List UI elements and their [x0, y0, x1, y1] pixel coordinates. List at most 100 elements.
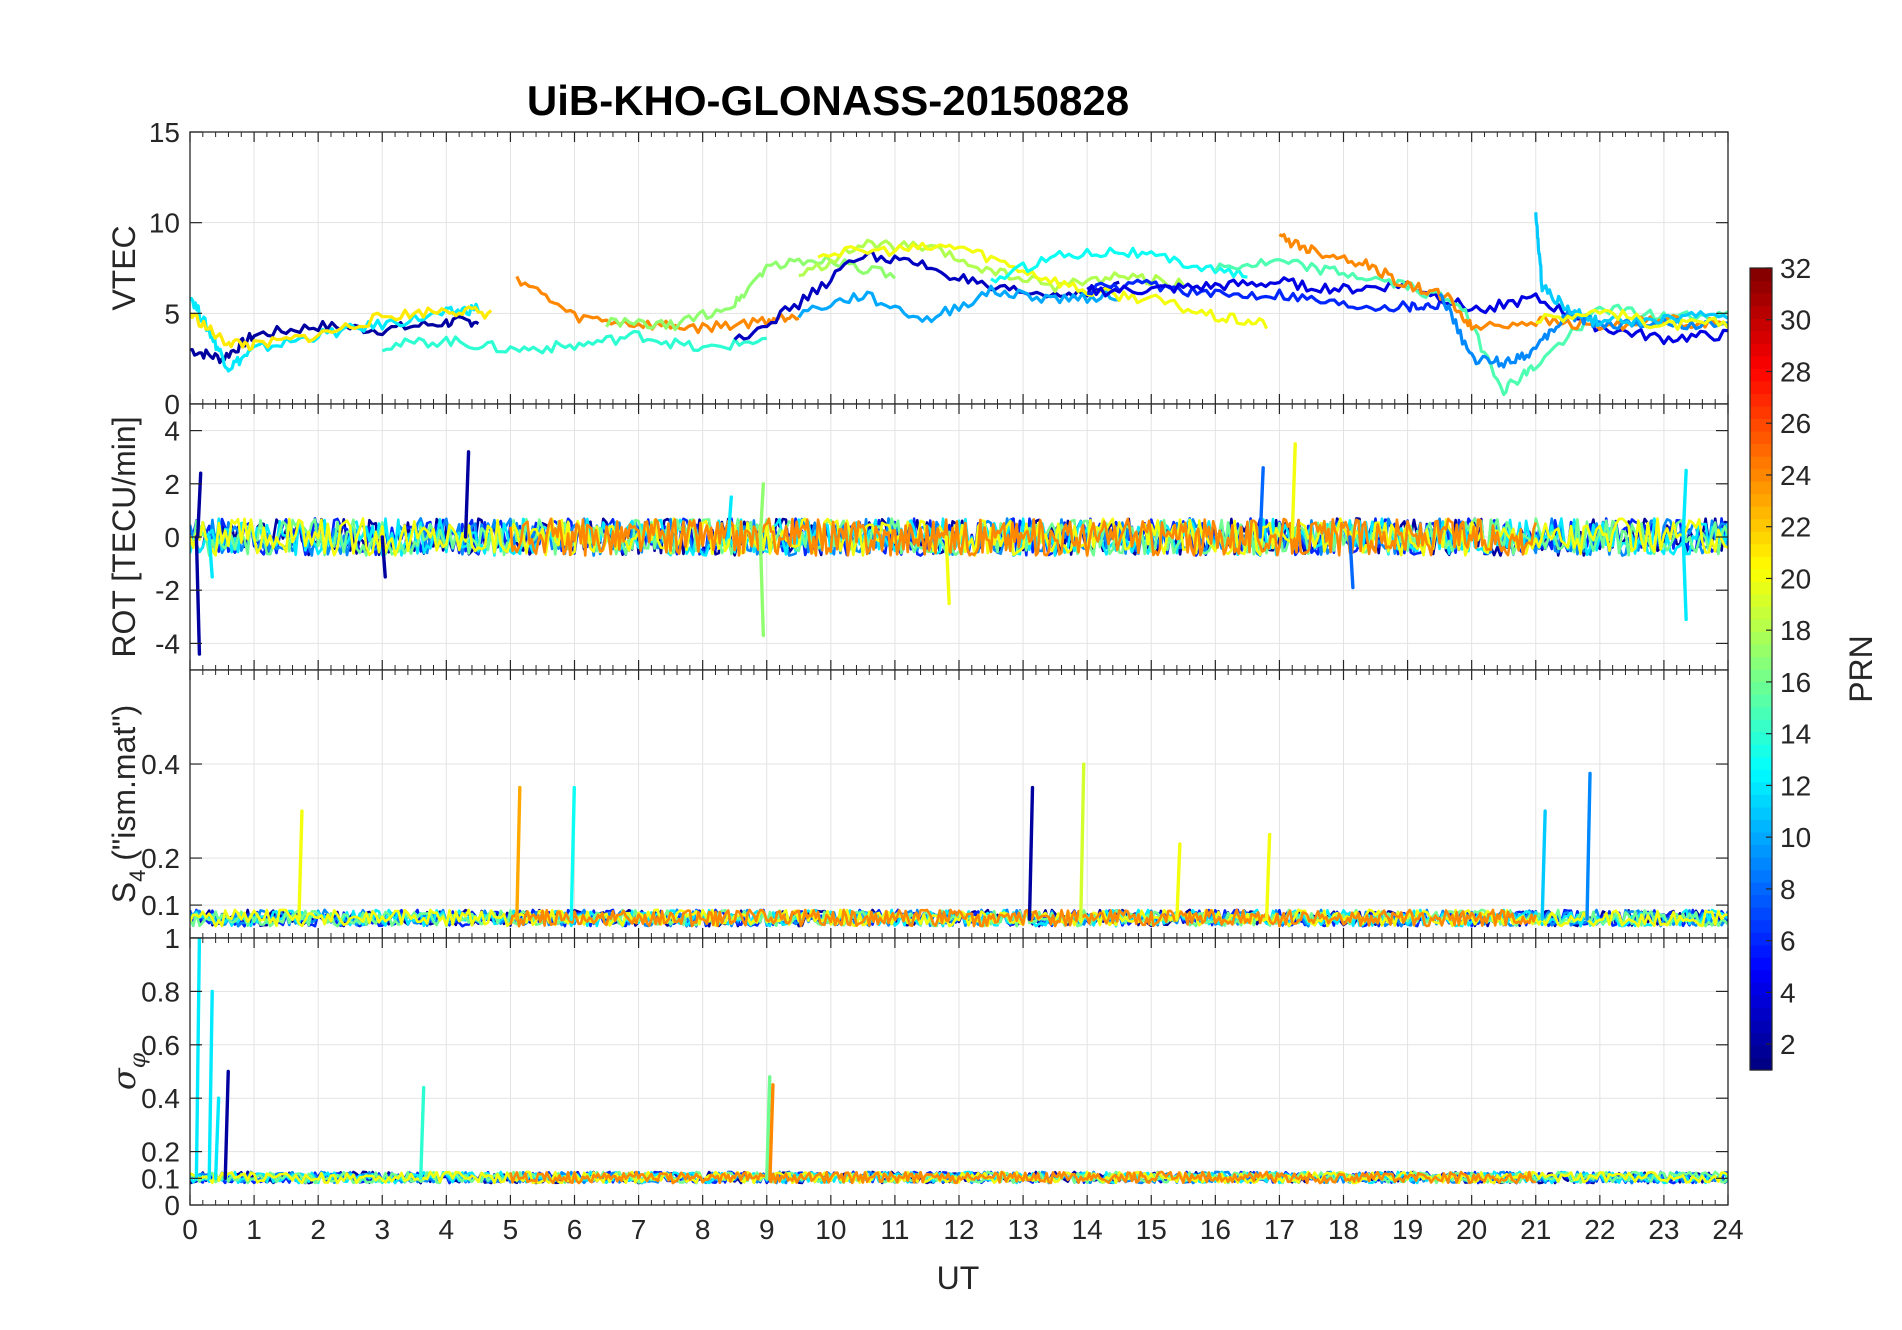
- rot-ytick-label: 0: [164, 522, 180, 553]
- colorbar-tick-label: 28: [1780, 356, 1811, 387]
- vtec-line-prn-13: [990, 246, 1248, 284]
- colorbar-cell: [1750, 969, 1772, 983]
- s4-spike-prn-2: [1027, 785, 1035, 921]
- colorbar-tick-label: 32: [1780, 253, 1811, 284]
- x-tick-label: 18: [1328, 1214, 1359, 1245]
- colorbar-cell: [1750, 643, 1772, 658]
- x-tick-label: 14: [1072, 1214, 1103, 1245]
- vtec-line-prn-9: [1438, 292, 1728, 369]
- colorbar-tick-label: 22: [1780, 512, 1811, 543]
- colorbar-cell: [1750, 455, 1772, 470]
- x-tick-label: 23: [1648, 1214, 1679, 1245]
- colorbar-cell: [1750, 831, 1772, 846]
- x-tick-label: 15: [1136, 1214, 1167, 1245]
- sigma-ytick-label: 0.6: [141, 1030, 180, 1061]
- rot-spike-prn-2: [380, 535, 387, 579]
- colorbar-cell: [1750, 1019, 1772, 1034]
- sigma-spike-prn-2: [223, 1069, 230, 1181]
- s4-ytick-label: 0.2: [141, 843, 180, 874]
- colorbar-cell: [1750, 318, 1772, 332]
- colorbar-cell: [1750, 268, 1772, 282]
- x-axis-label: UT: [937, 1260, 980, 1296]
- s4-trace-prn-24: [509, 908, 1538, 928]
- colorbar-tick-label: 10: [1780, 822, 1811, 853]
- colorbar-cell: [1750, 869, 1772, 883]
- x-tick-label: 4: [439, 1214, 455, 1245]
- rot-spike-prn-8: [1258, 466, 1265, 539]
- sigma-y-axis-label: σφ: [105, 1052, 151, 1090]
- colorbar-cell: [1750, 1007, 1772, 1021]
- vtec-line-prn-21: [190, 305, 493, 352]
- colorbar-cell: [1750, 694, 1772, 708]
- x-tick-label: 10: [815, 1214, 846, 1245]
- colorbar-tick-label: 8: [1780, 874, 1796, 905]
- colorbar-cell: [1750, 531, 1772, 545]
- vtec-line-prn-14: [381, 329, 767, 355]
- vtec-ytick-label: 10: [149, 208, 180, 239]
- vtec-y-axis-label: VTEC: [106, 225, 142, 310]
- colorbar-cell: [1750, 756, 1772, 770]
- x-tick-label: 7: [631, 1214, 647, 1245]
- chart-title: UiB-KHO-GLONASS-20150828: [527, 77, 1129, 124]
- colorbar-cell: [1750, 656, 1772, 670]
- sigma-spike-prn-24: [768, 1083, 775, 1181]
- vtec-line-prn-17: [605, 254, 897, 332]
- colorbar-cell: [1750, 669, 1772, 683]
- colorbar-cell: [1750, 744, 1772, 758]
- sigma-ytick-label: 0.1: [141, 1163, 180, 1194]
- vtec-line-prn-15: [1213, 258, 1728, 397]
- colorbar-cell: [1750, 994, 1772, 1008]
- sigma-spike-prn-12: [194, 938, 202, 1181]
- rot-ytick-label: -4: [155, 628, 180, 659]
- sigma-ytick-label: 0: [164, 1190, 180, 1221]
- rot-spike-prn-17: [758, 482, 766, 539]
- x-tick-label: 22: [1584, 1214, 1615, 1245]
- colorbar-cell: [1750, 443, 1772, 457]
- colorbar-cell: [1750, 556, 1772, 570]
- colorbar-cell: [1750, 380, 1772, 394]
- x-tick-label: 8: [695, 1214, 711, 1245]
- colorbar-cell: [1750, 856, 1772, 871]
- s4-trace-prn-20: [190, 908, 1728, 928]
- colorbar-tick-label: 4: [1780, 977, 1796, 1008]
- s4-spike-prn-19: [1079, 762, 1086, 921]
- rot-spike-prn-17: [758, 535, 766, 638]
- x-tick-label: 1: [246, 1214, 262, 1245]
- rot-spike-prn-12: [1681, 468, 1688, 539]
- vtec-line-prn-18: [798, 238, 1185, 294]
- x-tick-label: 11: [880, 1214, 909, 1245]
- rot-spike-prn-12: [726, 495, 733, 539]
- colorbar-cell: [1750, 293, 1772, 307]
- colorbar-tick-label: 16: [1780, 667, 1811, 698]
- x-tick-label: 13: [1008, 1214, 1039, 1245]
- colorbar-cell: [1750, 719, 1772, 733]
- panel-vtec: 0 5 10 15 VTEC: [106, 117, 1729, 420]
- x-tick-label: 21: [1520, 1214, 1551, 1245]
- rot-ytick-label: 4: [164, 416, 180, 447]
- colorbar-cell: [1750, 581, 1772, 595]
- colorbar-cell: [1750, 405, 1772, 419]
- vtec-series-group: [190, 212, 1728, 397]
- colorbar-cell: [1750, 418, 1772, 432]
- colorbar-cell: [1750, 393, 1772, 407]
- rot-spike-prn-20: [944, 535, 951, 606]
- colorbar-tick-label: 18: [1780, 615, 1811, 646]
- x-tick-label: 5: [503, 1214, 519, 1245]
- colorbar-cell: [1750, 506, 1772, 520]
- sigma-spike-prn-12: [207, 989, 214, 1181]
- x-tick-label: 0: [182, 1214, 198, 1245]
- vtec-ytick-label: 15: [149, 117, 180, 148]
- colorbar-cell: [1750, 1057, 1772, 1071]
- colorbar-cell: [1750, 769, 1772, 783]
- rot-y-axis-label: ROT [TECU/min]: [106, 416, 142, 657]
- colorbar-cell: [1750, 706, 1772, 720]
- colorbar-cell: [1750, 543, 1772, 557]
- colorbar-cell: [1750, 618, 1772, 633]
- colorbar-cell: [1750, 781, 1772, 795]
- vtec-line-prn-10: [797, 284, 1120, 324]
- sigma-series-group: [190, 938, 1728, 1185]
- sigma-ytick-label: 0.8: [141, 976, 180, 1007]
- colorbar-cell: [1750, 606, 1772, 620]
